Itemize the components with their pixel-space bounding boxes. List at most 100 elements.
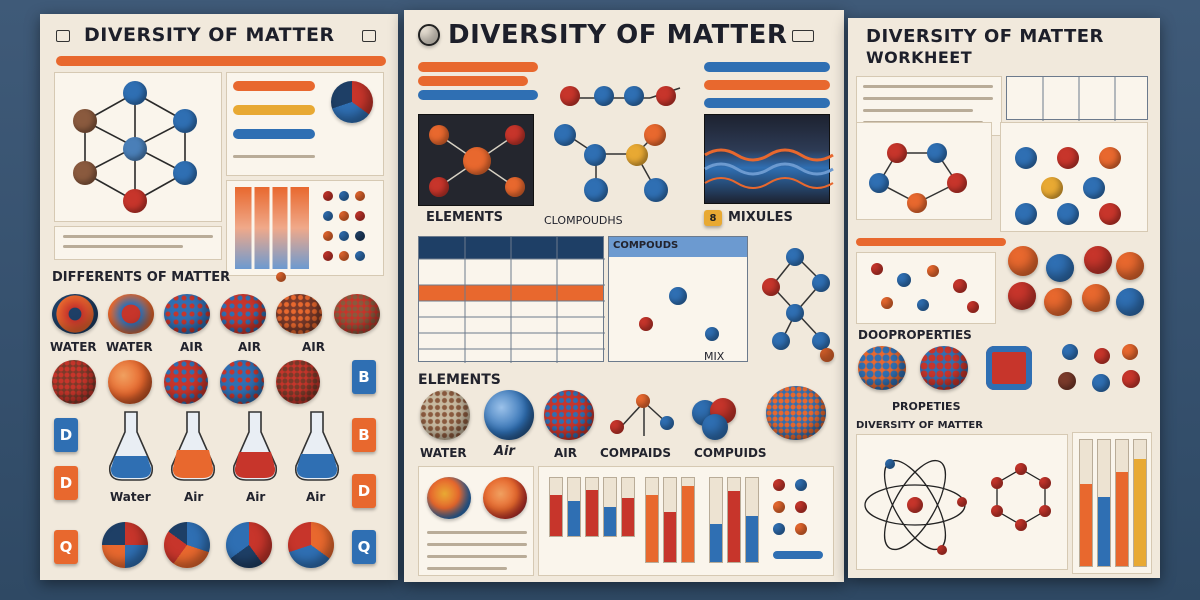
atom <box>123 189 147 213</box>
poster-right-subtitle: WORKHEET <box>866 48 973 67</box>
sample-orb <box>164 294 210 334</box>
atom <box>1041 177 1063 199</box>
atom <box>610 420 624 434</box>
atom <box>1015 519 1027 531</box>
atom <box>702 414 728 440</box>
atom <box>505 125 525 145</box>
dot <box>276 272 286 282</box>
header-bar <box>56 56 386 66</box>
table-header <box>609 237 747 257</box>
label-compounds: COMPUIDS <box>694 446 767 460</box>
electron <box>957 497 967 507</box>
dot <box>917 299 929 311</box>
badge-q: Q <box>352 530 376 564</box>
label-water: WATER <box>420 446 467 460</box>
dot <box>953 279 967 293</box>
logo-icon <box>418 24 440 46</box>
atom <box>429 125 449 145</box>
bar-chart-panel <box>1072 432 1152 574</box>
mixture-panel <box>856 252 996 324</box>
badge-icon <box>792 30 814 42</box>
dot <box>795 479 807 491</box>
sample-orb <box>766 386 826 440</box>
dot <box>1062 344 1078 360</box>
atom <box>1099 147 1121 169</box>
dot <box>820 348 834 362</box>
sample-orb <box>483 477 527 519</box>
chart-bar <box>709 477 723 563</box>
atom <box>429 177 449 197</box>
bar-dividers <box>251 187 291 269</box>
sample-orb <box>108 360 152 404</box>
dot <box>1122 370 1140 388</box>
text-line <box>863 85 993 88</box>
compounds-header: COMPOUDS <box>613 240 679 251</box>
dot <box>881 297 893 309</box>
number-badge: 8 <box>704 210 722 226</box>
dot <box>323 231 333 241</box>
header-bar <box>418 76 528 86</box>
header-bar <box>418 62 538 72</box>
label-water: WATER <box>50 340 97 354</box>
sample-orb <box>544 390 594 440</box>
atom <box>624 86 644 106</box>
flask-icon <box>170 411 216 481</box>
atom <box>1082 284 1110 312</box>
atom <box>1116 288 1144 316</box>
text-line <box>63 245 183 248</box>
header-bar <box>418 90 538 100</box>
dot <box>323 251 333 261</box>
atom <box>669 287 687 305</box>
chart-bar <box>1097 439 1111 567</box>
chart-bar <box>1079 439 1093 567</box>
dot <box>795 501 807 513</box>
text-line <box>427 531 527 534</box>
atom <box>786 304 804 322</box>
dot <box>355 191 365 201</box>
section-title: DIFFERENTS OF MATTER <box>52 270 231 285</box>
atom <box>644 124 666 146</box>
bar-chart-panel <box>226 180 384 276</box>
flask-icon <box>294 411 340 481</box>
atom <box>812 274 830 292</box>
sample-orb <box>288 522 334 568</box>
badge-q: Q <box>54 530 78 564</box>
atom <box>907 193 927 213</box>
atom <box>772 332 790 350</box>
properties-label: DOOPROPERTIES <box>858 328 972 342</box>
label-mix: MIX <box>704 350 725 363</box>
dot <box>339 231 349 241</box>
dot <box>355 251 365 261</box>
poster-left: DIVERSITY OF MATTER <box>40 14 398 580</box>
properties-label: PROPETIES <box>892 400 961 413</box>
label-air: Air <box>184 490 204 504</box>
diversity-label: DIVERSITY OF MATTER <box>856 420 983 431</box>
text-line <box>427 567 507 570</box>
atom <box>1044 288 1072 316</box>
atom <box>644 178 668 202</box>
data-table <box>418 236 605 363</box>
atom <box>73 161 97 185</box>
sample-orb <box>420 390 470 440</box>
atom-diagram-panel <box>856 434 1068 570</box>
logo-icon <box>56 30 70 42</box>
header-bar <box>704 80 830 90</box>
label-elements: ELEMENTS <box>418 372 501 388</box>
dot <box>355 211 365 221</box>
badge-d: D <box>352 474 376 508</box>
atom <box>1015 463 1027 475</box>
atom <box>560 86 580 106</box>
atom <box>1015 203 1037 225</box>
dot <box>323 211 333 221</box>
atom <box>1083 177 1105 199</box>
label-air: Air <box>494 444 515 459</box>
chart-bar <box>585 477 599 537</box>
label-compounds: CLOMPOUDHS <box>544 214 623 227</box>
atom <box>991 477 1003 489</box>
atom <box>656 86 676 106</box>
atom <box>1039 477 1051 489</box>
badge-d: D <box>54 466 78 500</box>
text-line <box>863 97 993 100</box>
legend-bar <box>233 129 315 139</box>
atom <box>812 332 830 350</box>
